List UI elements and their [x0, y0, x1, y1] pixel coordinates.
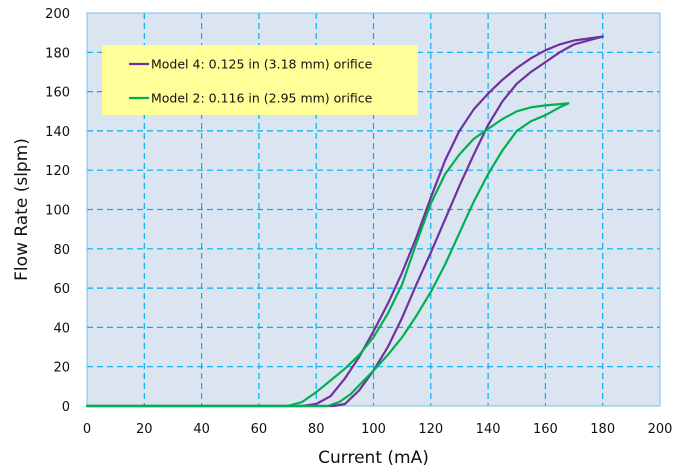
plot-frame: [86, 12, 661, 407]
y-tick-label: 100: [45, 204, 70, 219]
x-tick-label: 100: [361, 422, 386, 437]
series-0-up-line: [85, 35, 604, 408]
x-tick-label: 80: [308, 422, 325, 437]
x-axis-title: Current (mA): [318, 448, 429, 468]
series-layer: [85, 35, 604, 408]
x-tick-label: 120: [418, 422, 443, 437]
x-tick-label: 40: [193, 422, 210, 437]
y-tick-label: 0: [62, 400, 70, 415]
y-tick-label: 80: [53, 243, 70, 258]
y-tick-label: 140: [45, 125, 70, 140]
legend: Model 4: 0.125 in (3.18 mm) orifice Mode…: [102, 45, 418, 115]
legend-box: [102, 45, 418, 115]
y-tick-label: 20: [53, 361, 70, 376]
x-tick-label: 20: [136, 422, 153, 437]
x-axis-ticks: 0 20 40 60 80 100 120 140 160 180 200: [83, 422, 673, 437]
series-1-down-line: [85, 102, 570, 408]
y-tick-label: 60: [53, 282, 70, 297]
y-tick-label: 40: [53, 321, 70, 336]
legend-label-model-4: Model 4: 0.125 in (3.18 mm) orifice: [151, 57, 373, 72]
y-tick-label: 120: [45, 164, 70, 179]
x-tick-label: 160: [533, 422, 558, 437]
y-tick-label: 160: [45, 86, 70, 101]
y-axis-title: Flow Rate (slpm): [12, 138, 32, 281]
x-tick-label: 0: [83, 422, 91, 437]
y-axis-ticks: 0 20 40 60 80 100 120 140 160 180 200: [45, 7, 70, 415]
legend-label-model-2: Model 2: 0.116 in (2.95 mm) orifice: [151, 91, 373, 106]
series-0-down-line: [85, 35, 604, 408]
series-1-up-line: [85, 102, 570, 408]
y-tick-label: 200: [45, 7, 70, 22]
y-tick-label: 180: [45, 46, 70, 61]
x-tick-label: 60: [251, 422, 268, 437]
x-tick-label: 200: [648, 422, 673, 437]
x-tick-label: 180: [590, 422, 615, 437]
x-tick-label: 140: [476, 422, 501, 437]
